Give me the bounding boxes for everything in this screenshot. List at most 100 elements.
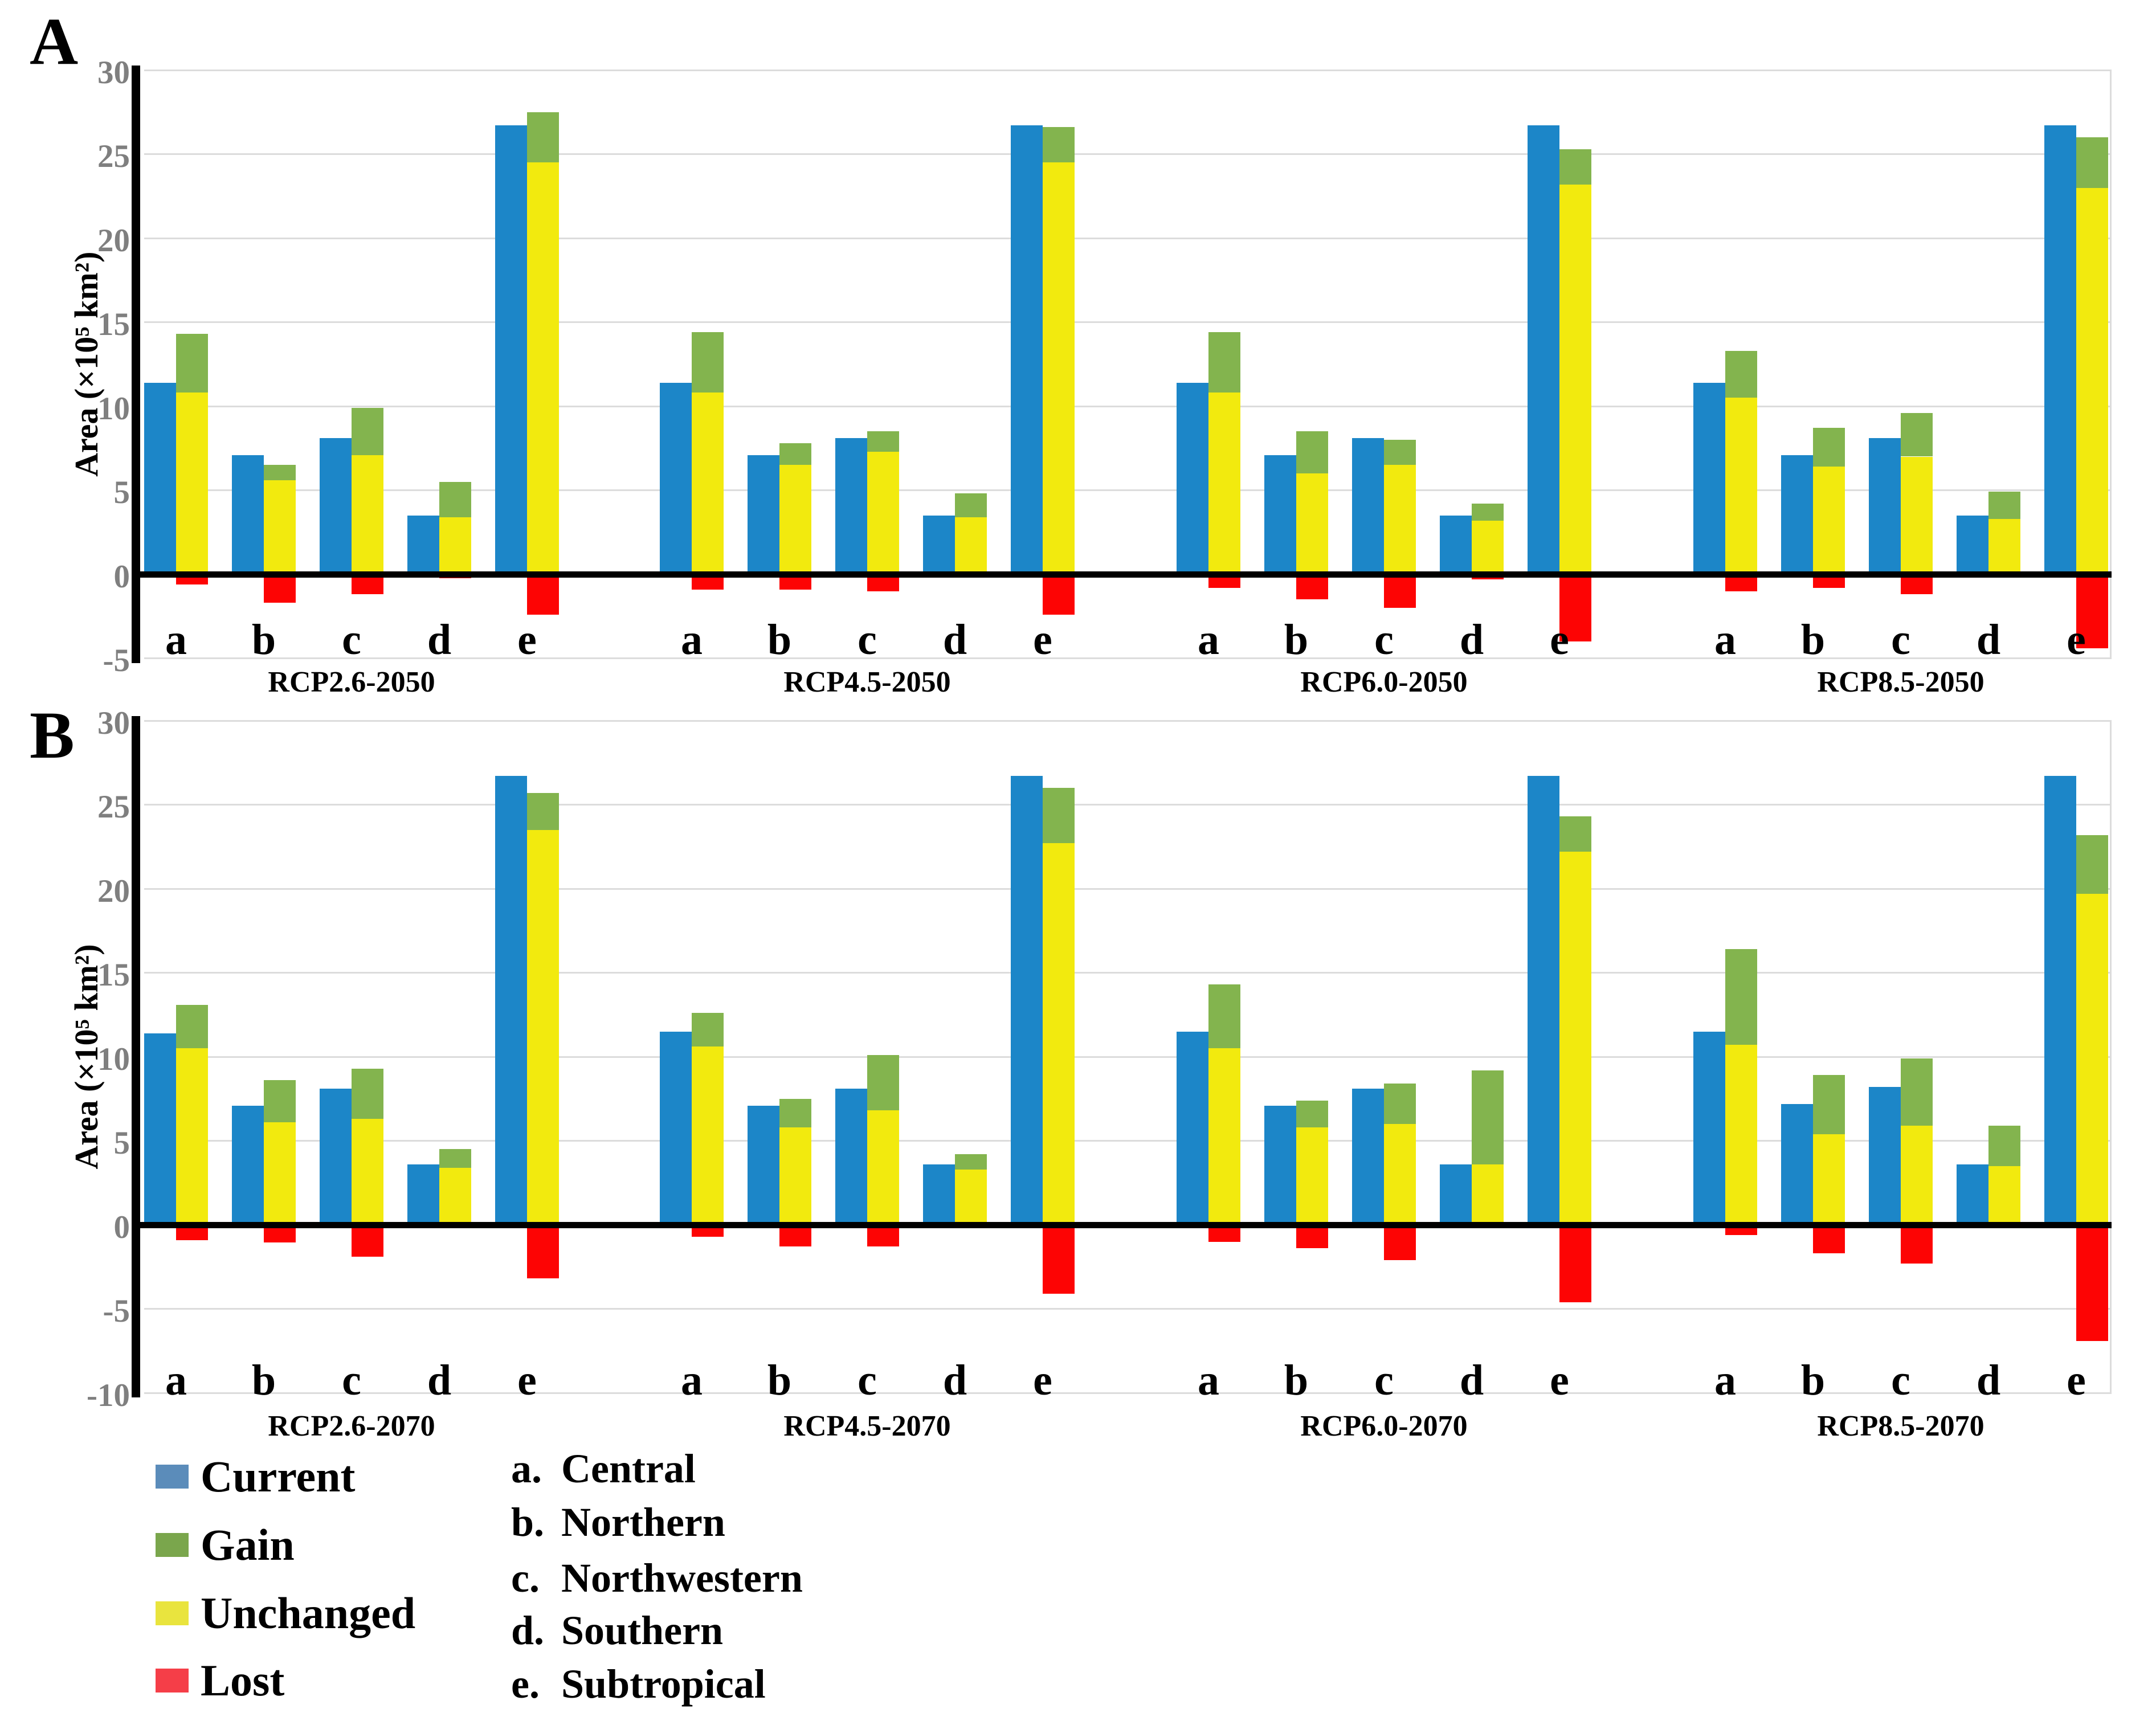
gridline [144, 69, 2112, 71]
bar-unchanged [1384, 465, 1416, 574]
category-letter: e [2067, 1356, 2086, 1404]
bar-gain [1208, 984, 1240, 1049]
bar-current [1957, 515, 1988, 574]
y-axis-title: Area (×10⁵ km²) [68, 251, 105, 477]
category-letter: d [427, 1356, 452, 1404]
bar-current [1693, 1031, 1725, 1225]
bar-current [320, 1089, 352, 1225]
legend-swatch-lost [156, 1669, 189, 1693]
bar-unchanged [2076, 893, 2108, 1225]
bar-current [660, 382, 692, 574]
bar-current [923, 515, 955, 574]
bar-unchanged [955, 517, 987, 574]
bar-gain [352, 1068, 383, 1119]
bar-current [1781, 455, 1813, 574]
category-letter: c [1891, 1356, 1910, 1404]
gridline [144, 1308, 2112, 1310]
region-key-name: Northern [561, 1499, 725, 1545]
region-key-item: d. Southern [511, 1610, 723, 1651]
bar-unchanged [1472, 520, 1504, 574]
category-letter: a [681, 616, 703, 664]
bar-unchanged [692, 393, 724, 574]
region-key-letter: d. [511, 1608, 545, 1653]
bar-gain [1384, 1084, 1416, 1124]
bar-gain [1472, 504, 1504, 521]
bar-current [1869, 438, 1901, 574]
category-letter: b [767, 616, 792, 664]
bar-gain [1208, 332, 1240, 393]
category-letter: d [1976, 1356, 2001, 1404]
category-letter: e [517, 616, 537, 664]
bar-gain [1559, 816, 1591, 852]
bar-lost [1559, 1225, 1591, 1302]
bar-gain [2076, 835, 2108, 894]
region-key-letter: e. [511, 1661, 540, 1707]
bar-gain [1296, 1100, 1328, 1127]
bar-lost [1813, 1225, 1845, 1254]
bar-unchanged [1901, 1125, 1933, 1225]
category-letter: b [251, 1356, 276, 1404]
y-axis-line [132, 66, 140, 663]
bar-unchanged [264, 1122, 296, 1225]
y-axis-line [132, 716, 140, 1397]
region-key-name: Subtropical [561, 1661, 766, 1707]
group-label: RCP4.5-2050 [783, 666, 951, 698]
group-label: RCP8.5-2050 [1817, 666, 1984, 698]
category-letter: a [1714, 616, 1736, 664]
bar-gain [527, 792, 559, 830]
bar-gain [439, 1149, 471, 1168]
category-letter: d [1459, 616, 1484, 664]
bar-gain [1725, 949, 1757, 1045]
bar-gain [1559, 149, 1591, 185]
category-letter: a [1198, 616, 1219, 664]
category-letter: e [1550, 616, 1569, 664]
category-letter: d [942, 616, 967, 664]
bar-current [1011, 125, 1043, 574]
bar-gain [779, 443, 811, 465]
bar-lost [1296, 574, 1328, 600]
gridline [144, 972, 2112, 974]
group-label: RCP2.6-2050 [268, 666, 435, 698]
bar-gain [1813, 1075, 1845, 1134]
bar-current [1957, 1164, 1988, 1225]
bar-unchanged [352, 455, 383, 574]
bar-current [1693, 382, 1725, 574]
bar-unchanged [1208, 1048, 1240, 1225]
bar-unchanged [692, 1046, 724, 1225]
region-key-name: Northwestern [561, 1555, 803, 1601]
bar-gain [1043, 127, 1075, 163]
category-letter: b [1284, 1356, 1309, 1404]
y-axis-title: Area (×10⁵ km²) [68, 944, 105, 1170]
bar-current [232, 455, 264, 574]
y-tick-label: 10 [97, 1041, 130, 1077]
bar-lost [264, 574, 296, 603]
bar-gain [955, 493, 987, 517]
y-tick-label: -10 [87, 1377, 130, 1413]
legend-swatch-unchanged [156, 1601, 189, 1625]
category-letter: c [342, 616, 361, 664]
bar-current [2044, 776, 2076, 1225]
bar-gain [176, 1004, 208, 1049]
bar-lost [1043, 574, 1075, 615]
bar-current [1177, 1031, 1208, 1225]
gridline [144, 657, 2112, 659]
bar-unchanged [2076, 187, 2108, 574]
bar-current [1352, 1089, 1384, 1225]
bar-current [1264, 455, 1296, 574]
category-letter: e [1550, 1356, 1569, 1404]
y-tick-label: 20 [97, 873, 130, 909]
bar-gain [692, 1013, 724, 1047]
bar-current [495, 125, 527, 574]
y-tick-label: 25 [97, 138, 130, 174]
legend-label: Current [201, 1452, 356, 1501]
y-tick-label: -5 [103, 1293, 130, 1329]
category-letter: b [1800, 616, 1826, 664]
bar-current [320, 438, 352, 574]
y-tick-label: 0 [113, 1209, 130, 1245]
bar-lost [779, 1225, 811, 1247]
category-letter: c [1374, 1356, 1394, 1404]
bar-gain [1296, 431, 1328, 473]
legend-label: Lost [201, 1655, 285, 1705]
region-key-item: a. Central [511, 1448, 696, 1489]
bar-unchanged [176, 1048, 208, 1225]
